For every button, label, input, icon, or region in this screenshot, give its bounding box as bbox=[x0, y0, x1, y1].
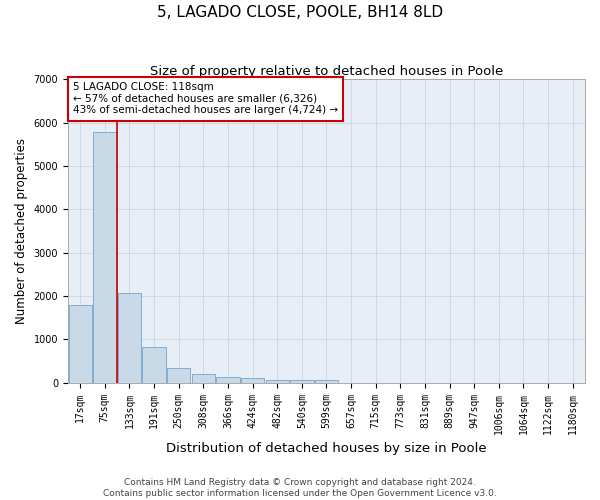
Bar bbox=[68, 304, 92, 383]
Bar bbox=[142, 347, 166, 383]
Text: 5, LAGADO CLOSE, POOLE, BH14 8LD: 5, LAGADO CLOSE, POOLE, BH14 8LD bbox=[157, 5, 443, 20]
Bar bbox=[93, 132, 116, 383]
Bar bbox=[216, 376, 239, 383]
X-axis label: Distribution of detached houses by size in Poole: Distribution of detached houses by size … bbox=[166, 442, 487, 455]
Text: Contains HM Land Registry data © Crown copyright and database right 2024.
Contai: Contains HM Land Registry data © Crown c… bbox=[103, 478, 497, 498]
Title: Size of property relative to detached houses in Poole: Size of property relative to detached ho… bbox=[150, 65, 503, 78]
Bar bbox=[241, 378, 264, 383]
Y-axis label: Number of detached properties: Number of detached properties bbox=[15, 138, 28, 324]
Bar bbox=[191, 374, 215, 383]
Bar bbox=[266, 380, 289, 383]
Bar bbox=[290, 380, 314, 383]
Bar bbox=[167, 368, 190, 383]
Text: 5 LAGADO CLOSE: 118sqm
← 57% of detached houses are smaller (6,326)
43% of semi-: 5 LAGADO CLOSE: 118sqm ← 57% of detached… bbox=[73, 82, 338, 116]
Bar bbox=[118, 294, 141, 383]
Bar bbox=[315, 380, 338, 383]
